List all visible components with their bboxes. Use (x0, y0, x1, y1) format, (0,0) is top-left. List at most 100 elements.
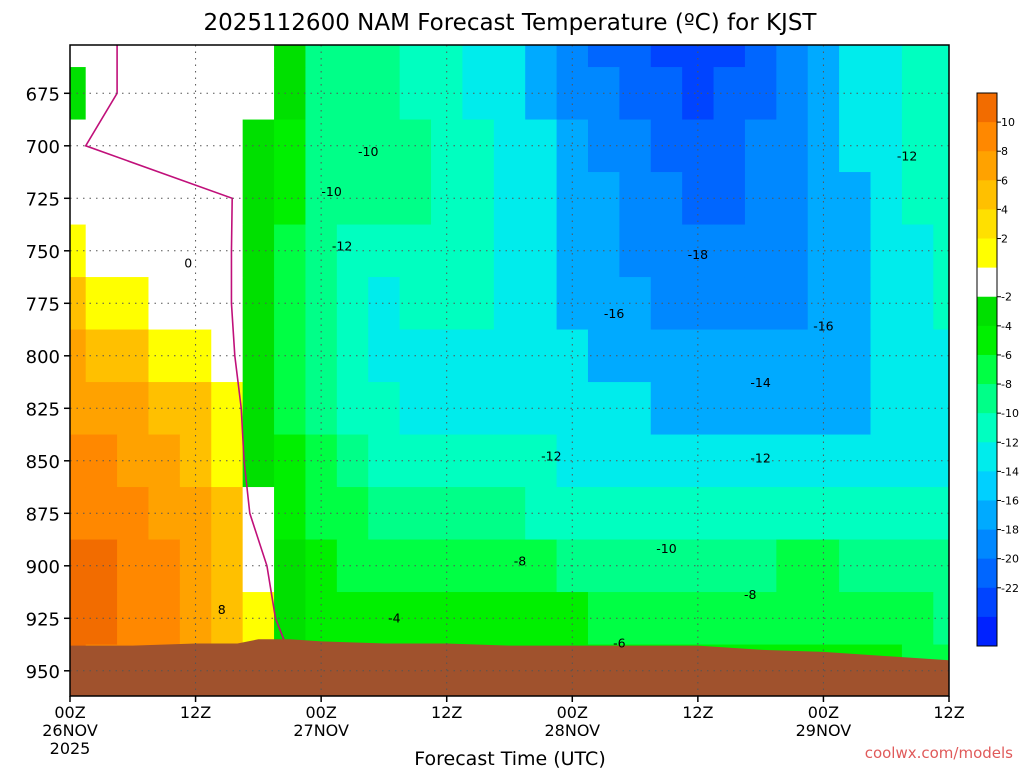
y-tick-label: 825 (26, 399, 60, 420)
temperature-cell (85, 592, 118, 646)
temperature-cell (85, 67, 118, 121)
temperature-cell (744, 539, 777, 593)
x-tick-label: 12Z (933, 703, 964, 722)
colorbar-swatch (977, 238, 997, 269)
temperature-cell (70, 592, 87, 646)
temperature-cell (556, 592, 589, 646)
color-legend: 10 8 6 4 2 -2 -4 -6 -8 -10 -12 -14 -16 -18 -20 -22 (976, 92, 1019, 647)
temperature-cell (493, 172, 526, 226)
temperature-cell (713, 45, 746, 68)
x-axis-label: Forecast Time (UTC) (414, 748, 605, 768)
y-tick-label: 875 (26, 504, 60, 525)
temperature-cell (70, 487, 87, 541)
colorbar-swatch (977, 151, 997, 181)
contour-label: -18 (688, 247, 708, 262)
temperature-cell (807, 592, 840, 646)
colorbar-label: -14 (1001, 465, 1019, 478)
temperature-cell (117, 434, 150, 488)
temperature-cell (650, 45, 683, 68)
temperature-cell (493, 329, 526, 383)
contour-label: -12 (897, 148, 917, 163)
temperature-cell (619, 224, 652, 278)
contour-label: -10 (656, 541, 676, 556)
temperature-cell (493, 382, 526, 436)
temperature-cell (619, 277, 652, 331)
temperature-cell (117, 119, 150, 173)
zero-degree-isotherm (84, 45, 297, 672)
temperature-cell (368, 224, 401, 278)
y-tick-label: 750 (26, 242, 60, 263)
temperature-cell (336, 382, 369, 436)
temperature-cell (305, 45, 338, 68)
temperature-cell (70, 277, 87, 331)
temperature-cell (336, 45, 369, 68)
temperature-cell (619, 67, 652, 121)
colorbar-swatch (977, 354, 997, 385)
ground-terrain (70, 639, 949, 696)
temperature-cell (493, 224, 526, 278)
plot-area (70, 45, 949, 696)
x-tick-label: 2025 (50, 739, 91, 758)
temperature-cell (493, 277, 526, 331)
temperature-cell (148, 539, 181, 593)
temperature-cell (933, 45, 949, 68)
temperature-cell (493, 67, 526, 121)
contour-label: -16 (813, 318, 833, 333)
colorbar-label: -18 (1001, 524, 1019, 537)
temperature-cell (870, 539, 903, 593)
temperature-cell (148, 119, 181, 173)
temperature-cell (148, 172, 181, 226)
temperature-cell (70, 434, 87, 488)
temperature-cell (148, 67, 181, 121)
colorbar-label: -6 (1001, 349, 1012, 362)
x-tick-label: 28NOV (544, 721, 600, 740)
colorbar-label: -4 (1001, 320, 1012, 333)
source-credit[interactable]: coolwx.com/models (865, 744, 1013, 762)
temperature-cell (493, 434, 526, 488)
colorbar-swatch (977, 267, 997, 298)
temperature-cell (274, 45, 307, 68)
temperature-cell (85, 119, 118, 173)
temperature-cell (70, 224, 87, 278)
colorbar-swatch (977, 471, 997, 501)
temperature-cell (368, 382, 401, 436)
temperature-cell (744, 172, 777, 226)
x-tick-label: 29NOV (796, 721, 852, 740)
temperature-cell (587, 45, 620, 68)
temperature-cell (368, 172, 401, 226)
contour-label: -12 (332, 239, 352, 254)
temperature-cell (148, 45, 181, 68)
temperature-cell (870, 487, 903, 541)
temperature-cell (85, 172, 118, 226)
temperature-cell (336, 67, 369, 121)
contour-label: -6 (613, 636, 626, 651)
temperature-cell (807, 67, 840, 121)
temperature-cell (776, 45, 809, 68)
temperature-cell (117, 592, 150, 646)
temperature-cell (870, 67, 903, 121)
temperature-cell (117, 172, 150, 226)
colorbar-label: 4 (1001, 203, 1008, 216)
temperature-cell (70, 67, 87, 121)
y-tick-label: 925 (26, 609, 60, 630)
temperature-cell (619, 592, 652, 646)
temperature-cell (336, 434, 369, 488)
colorbar-swatch (977, 558, 997, 589)
contour-label: -10 (358, 144, 378, 159)
temperature-cell (117, 329, 150, 383)
temperature-cell (242, 45, 275, 68)
temperature-cell (619, 434, 652, 488)
colorbar-swatch (977, 296, 997, 327)
temperature-cell (493, 119, 526, 173)
y-tick-label: 775 (26, 294, 60, 315)
temperature-cell (493, 592, 526, 646)
temperature-cell (619, 329, 652, 383)
temperature-cell (70, 45, 87, 68)
temperature-cell (85, 277, 118, 331)
colorbar-label: -22 (1001, 582, 1019, 595)
temperature-cell (336, 329, 369, 383)
grid-lines (70, 45, 949, 696)
temperature-cell (85, 539, 118, 593)
temperature-cell (744, 487, 777, 541)
